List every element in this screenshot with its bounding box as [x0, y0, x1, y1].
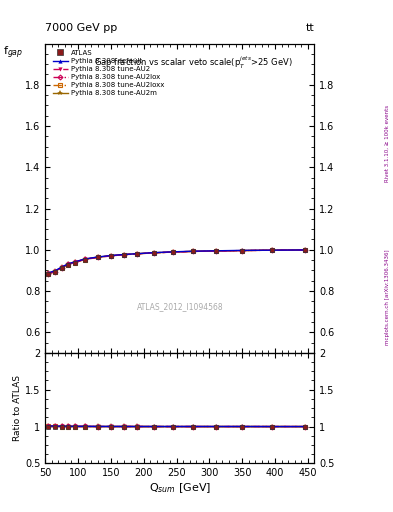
- Text: Rivet 3.1.10, ≥ 100k events: Rivet 3.1.10, ≥ 100k events: [385, 105, 389, 182]
- Y-axis label: Ratio to ATLAS: Ratio to ATLAS: [13, 375, 22, 441]
- Text: Gap fraction vs scalar veto scale(p$_T^{jets}$>25 GeV): Gap fraction vs scalar veto scale(p$_T^{…: [94, 54, 292, 71]
- Y-axis label: f$_{gap}$: f$_{gap}$: [4, 45, 24, 61]
- Legend: ATLAS, Pythia 8.308 default, Pythia 8.308 tune-AU2, Pythia 8.308 tune-AU2lox, Py: ATLAS, Pythia 8.308 default, Pythia 8.30…: [51, 49, 165, 98]
- X-axis label: Q$_{sum}$ [GeV]: Q$_{sum}$ [GeV]: [149, 481, 211, 495]
- Text: tt: tt: [306, 23, 314, 33]
- Text: 7000 GeV pp: 7000 GeV pp: [45, 23, 118, 33]
- Text: mcplots.cern.ch [arXiv:1306.3436]: mcplots.cern.ch [arXiv:1306.3436]: [385, 249, 389, 345]
- Text: ATLAS_2012_I1094568: ATLAS_2012_I1094568: [136, 302, 223, 311]
